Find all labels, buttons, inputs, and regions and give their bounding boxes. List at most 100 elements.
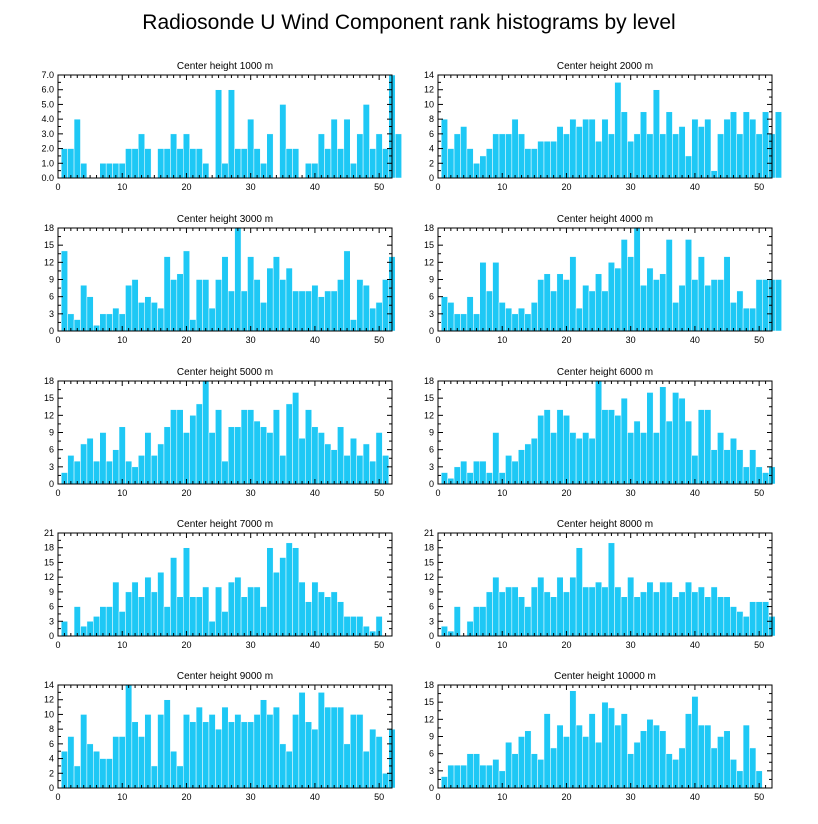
bar bbox=[717, 133, 725, 179]
bar bbox=[518, 133, 525, 179]
bar bbox=[138, 455, 145, 485]
bar bbox=[742, 724, 750, 789]
bar bbox=[253, 148, 261, 179]
x-tick-label: 40 bbox=[310, 182, 320, 192]
bar bbox=[163, 426, 171, 485]
bar bbox=[646, 392, 654, 485]
bar bbox=[305, 409, 312, 485]
bar bbox=[730, 302, 737, 332]
bar bbox=[556, 409, 564, 485]
x-tick-label: 40 bbox=[690, 488, 700, 498]
x-tick-label: 20 bbox=[181, 488, 191, 498]
bar bbox=[292, 714, 300, 789]
bar bbox=[530, 586, 538, 637]
bar bbox=[324, 596, 332, 637]
bar bbox=[607, 542, 615, 637]
bar bbox=[298, 290, 306, 332]
bar bbox=[730, 111, 737, 179]
x-tick-label: 50 bbox=[374, 182, 384, 192]
bar bbox=[453, 133, 461, 179]
bar bbox=[774, 279, 782, 332]
bar bbox=[447, 302, 455, 332]
bar bbox=[125, 460, 133, 485]
bar bbox=[524, 443, 532, 485]
bar bbox=[170, 133, 178, 179]
bar bbox=[221, 611, 229, 637]
bar bbox=[595, 380, 603, 485]
y-tick-label: 6.0 bbox=[41, 85, 54, 95]
y-tick-label: 3 bbox=[429, 766, 434, 776]
y-tick-label: 9 bbox=[49, 587, 54, 597]
bar bbox=[697, 256, 705, 332]
y-tick-label: 0 bbox=[429, 326, 434, 336]
x-tick-label: 30 bbox=[246, 335, 256, 345]
bar bbox=[234, 227, 242, 332]
bar bbox=[614, 586, 622, 637]
bar bbox=[247, 586, 255, 637]
bar bbox=[575, 724, 583, 789]
y-tick-label: 0 bbox=[49, 479, 54, 489]
bar bbox=[730, 437, 737, 485]
bar bbox=[247, 256, 255, 332]
bar bbox=[498, 591, 506, 637]
bar bbox=[215, 279, 223, 332]
bar bbox=[80, 284, 88, 332]
bar bbox=[266, 432, 274, 485]
bar bbox=[556, 576, 564, 637]
bar bbox=[144, 148, 152, 179]
panel-9: Center height 9000 m 0 10 20 30 40 50 0 2 4 6 8 10 12… bbox=[44, 671, 396, 802]
bar bbox=[479, 262, 487, 332]
bar bbox=[260, 699, 268, 789]
bar bbox=[717, 279, 725, 332]
bar bbox=[595, 140, 603, 179]
bar bbox=[144, 432, 152, 485]
y-tick-label: 12 bbox=[424, 85, 434, 95]
bar bbox=[118, 426, 126, 485]
bar bbox=[311, 426, 319, 485]
bar bbox=[260, 606, 268, 637]
bar bbox=[524, 730, 532, 789]
bar bbox=[272, 706, 280, 789]
panel-title: Center height 6000 m bbox=[557, 367, 653, 378]
y-tick-label: 3 bbox=[49, 462, 54, 472]
x-tick-label: 0 bbox=[435, 792, 440, 802]
bar bbox=[633, 420, 641, 485]
bar bbox=[607, 409, 615, 485]
bar bbox=[646, 719, 654, 789]
bar bbox=[710, 279, 718, 332]
bar bbox=[118, 736, 126, 789]
bar bbox=[240, 290, 248, 332]
y-tick-label: 12 bbox=[424, 572, 434, 582]
bar bbox=[272, 409, 280, 485]
bar bbox=[659, 273, 667, 332]
bar bbox=[627, 753, 635, 789]
panel-title: Center height 3000 m bbox=[177, 214, 273, 225]
y-tick-label: 18 bbox=[424, 376, 434, 386]
bar bbox=[627, 256, 635, 332]
bar bbox=[362, 443, 370, 485]
bar bbox=[588, 586, 596, 637]
bar bbox=[569, 118, 577, 179]
bar bbox=[550, 140, 558, 179]
bar bbox=[215, 89, 223, 179]
bar bbox=[234, 714, 242, 789]
bar bbox=[157, 307, 165, 332]
bar bbox=[227, 581, 235, 637]
bar bbox=[272, 571, 280, 637]
y-tick-label: 5.0 bbox=[41, 99, 54, 109]
bar bbox=[652, 432, 660, 485]
bar bbox=[755, 133, 763, 179]
bar bbox=[563, 415, 570, 485]
bar bbox=[330, 591, 338, 637]
bar bbox=[330, 706, 338, 789]
bar bbox=[614, 724, 622, 789]
bar bbox=[285, 403, 293, 485]
bar bbox=[337, 601, 345, 637]
bar bbox=[640, 284, 647, 332]
bar bbox=[105, 758, 113, 789]
bar bbox=[697, 409, 705, 485]
bar bbox=[382, 279, 390, 332]
x-tick-label: 10 bbox=[117, 182, 127, 192]
bar bbox=[633, 596, 641, 637]
bar bbox=[247, 409, 255, 485]
